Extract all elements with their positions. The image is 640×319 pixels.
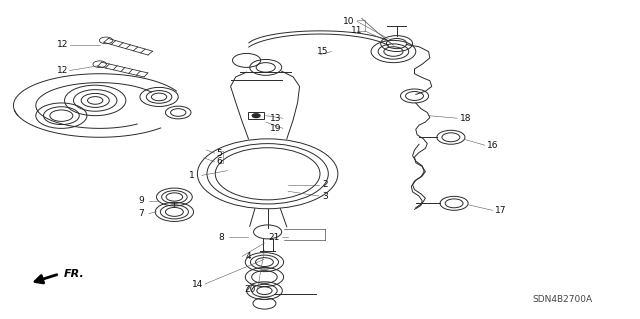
Text: 11: 11: [351, 26, 363, 35]
Text: 16: 16: [486, 141, 498, 150]
Text: 4: 4: [246, 252, 252, 261]
Text: 12: 12: [57, 66, 68, 75]
Text: 21: 21: [268, 233, 280, 242]
Text: FR.: FR.: [63, 270, 84, 279]
Text: 5: 5: [216, 149, 222, 158]
Text: 2: 2: [323, 181, 328, 189]
Text: 14: 14: [192, 279, 203, 288]
Text: 7: 7: [138, 209, 144, 218]
Text: 13: 13: [269, 114, 281, 123]
Text: 15: 15: [317, 47, 329, 56]
Text: 17: 17: [495, 206, 506, 215]
Text: 8: 8: [218, 233, 224, 242]
Circle shape: [252, 114, 260, 118]
Text: SDN4B2700A: SDN4B2700A: [532, 295, 593, 304]
Text: 6: 6: [216, 157, 222, 166]
Text: 10: 10: [343, 17, 355, 26]
Text: 3: 3: [322, 191, 328, 201]
Text: 12: 12: [57, 40, 68, 49]
Text: 9: 9: [138, 196, 144, 205]
Text: 19: 19: [269, 124, 281, 133]
Text: 20: 20: [244, 285, 255, 294]
Text: 18: 18: [460, 114, 471, 123]
Text: 1: 1: [189, 171, 195, 180]
